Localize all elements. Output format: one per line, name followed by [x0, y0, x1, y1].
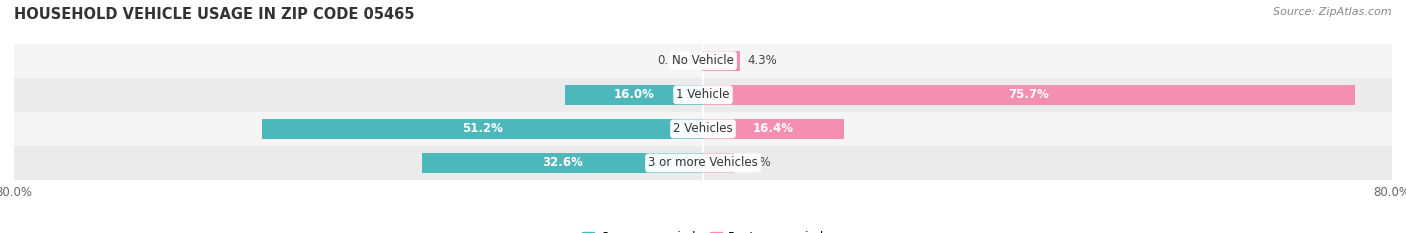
Text: 16.0%: 16.0%	[613, 88, 655, 101]
Bar	[703, 85, 1355, 105]
Bar	[703, 119, 844, 139]
Text: 4.3%: 4.3%	[747, 54, 776, 67]
Text: HOUSEHOLD VEHICLE USAGE IN ZIP CODE 05465: HOUSEHOLD VEHICLE USAGE IN ZIP CODE 0546…	[14, 7, 415, 22]
Text: 3.6%: 3.6%	[741, 157, 770, 169]
Text: No Vehicle: No Vehicle	[672, 54, 734, 67]
Bar	[14, 112, 1392, 146]
Bar	[565, 85, 703, 105]
Bar	[14, 146, 1392, 180]
Bar	[703, 153, 734, 173]
Text: 75.7%: 75.7%	[1008, 88, 1049, 101]
Bar	[262, 119, 703, 139]
Text: 32.6%: 32.6%	[543, 157, 583, 169]
Legend: Owner-occupied, Renter-occupied: Owner-occupied, Renter-occupied	[578, 226, 828, 233]
Text: 1 Vehicle: 1 Vehicle	[676, 88, 730, 101]
Text: Source: ZipAtlas.com: Source: ZipAtlas.com	[1274, 7, 1392, 17]
Text: 16.4%: 16.4%	[754, 122, 794, 135]
Text: 3 or more Vehicles: 3 or more Vehicles	[648, 157, 758, 169]
Text: 0.14%: 0.14%	[658, 54, 695, 67]
Text: 51.2%: 51.2%	[463, 122, 503, 135]
Bar	[14, 44, 1392, 78]
Text: 2 Vehicles: 2 Vehicles	[673, 122, 733, 135]
Bar	[14, 78, 1392, 112]
Bar	[703, 51, 740, 71]
Bar	[422, 153, 703, 173]
